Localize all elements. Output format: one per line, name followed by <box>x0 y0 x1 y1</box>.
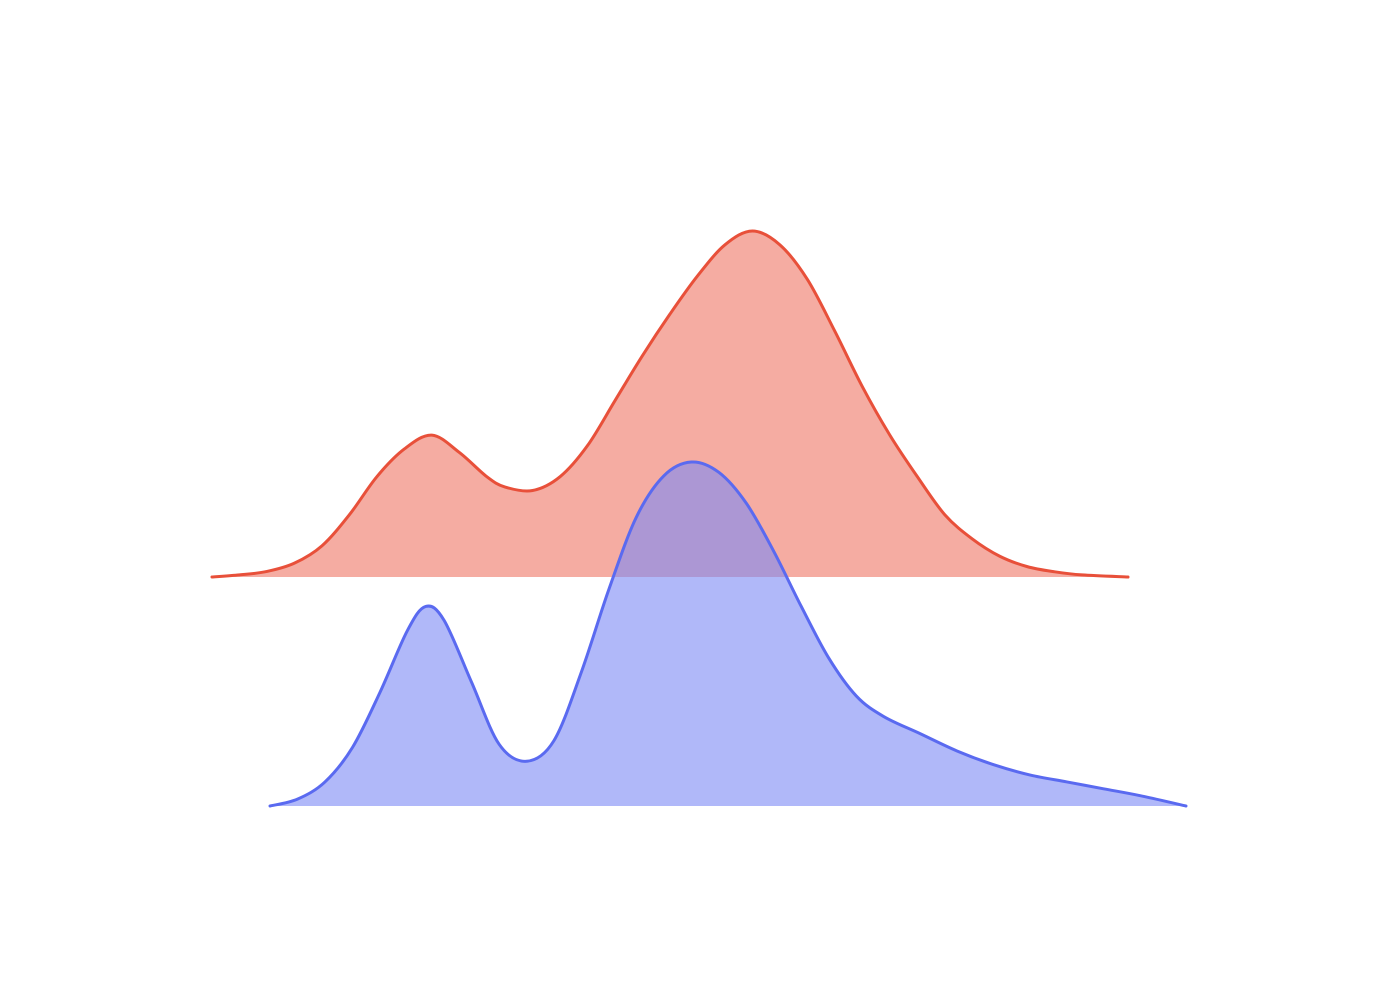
series-layer <box>210 229 1188 808</box>
series-1 <box>210 229 1130 579</box>
series-2-line <box>268 460 1188 808</box>
series-2-area <box>270 461 1186 806</box>
series-1-area <box>212 231 1128 577</box>
series-1-line <box>210 229 1130 579</box>
series-2 <box>268 460 1188 808</box>
